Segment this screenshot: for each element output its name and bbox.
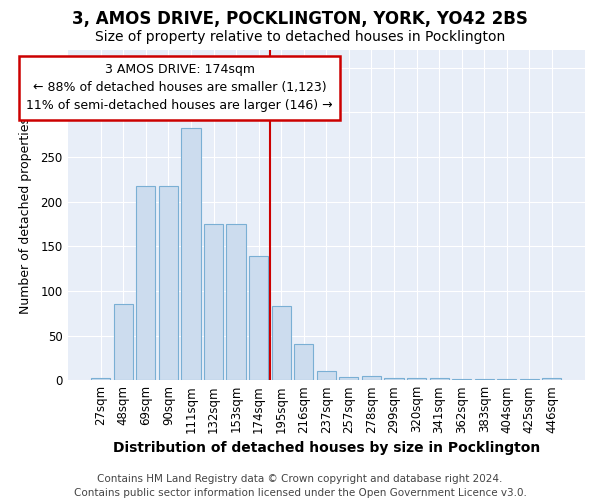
Text: 3, AMOS DRIVE, POCKLINGTON, YORK, YO42 2BS: 3, AMOS DRIVE, POCKLINGTON, YORK, YO42 2… bbox=[72, 10, 528, 28]
Text: Size of property relative to detached houses in Pocklington: Size of property relative to detached ho… bbox=[95, 30, 505, 44]
Bar bbox=[542, 378, 562, 380]
Bar bbox=[226, 224, 245, 380]
X-axis label: Distribution of detached houses by size in Pocklington: Distribution of detached houses by size … bbox=[113, 441, 540, 455]
Bar bbox=[204, 224, 223, 380]
Bar bbox=[272, 306, 291, 380]
Bar bbox=[113, 304, 133, 380]
Text: 3 AMOS DRIVE: 174sqm
← 88% of detached houses are smaller (1,123)
11% of semi-de: 3 AMOS DRIVE: 174sqm ← 88% of detached h… bbox=[26, 64, 333, 112]
Bar bbox=[385, 378, 404, 380]
Bar bbox=[317, 372, 336, 380]
Bar bbox=[339, 376, 358, 380]
Bar bbox=[91, 378, 110, 380]
Bar bbox=[181, 128, 200, 380]
Bar bbox=[249, 256, 268, 380]
Text: Contains HM Land Registry data © Crown copyright and database right 2024.
Contai: Contains HM Land Registry data © Crown c… bbox=[74, 474, 526, 498]
Y-axis label: Number of detached properties: Number of detached properties bbox=[19, 116, 32, 314]
Bar bbox=[430, 378, 449, 380]
Bar bbox=[136, 186, 155, 380]
Bar bbox=[407, 378, 426, 380]
Bar bbox=[159, 186, 178, 380]
Bar bbox=[362, 376, 381, 380]
Bar bbox=[294, 344, 313, 380]
